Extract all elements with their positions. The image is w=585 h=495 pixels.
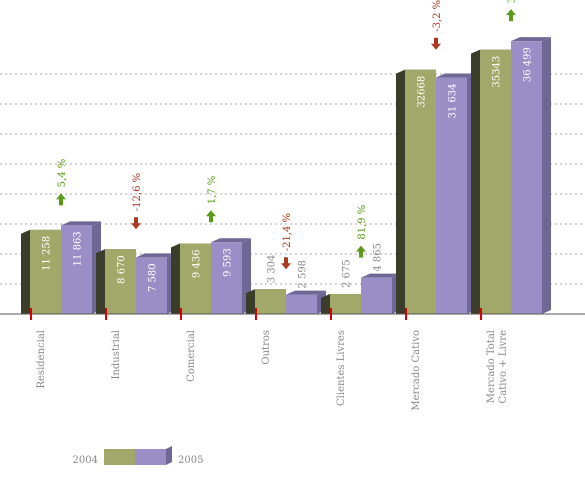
- bar-side: [471, 49, 480, 315]
- data-label: 2 598: [298, 260, 309, 289]
- change-label: 1,7 %: [207, 176, 218, 205]
- data-label: 9 436: [192, 249, 203, 278]
- legend-swatch-2004: [104, 449, 135, 465]
- data-label: 35343: [492, 56, 503, 88]
- category-label: Clientes Livres: [336, 330, 347, 406]
- value-labels: 11 258 11 863 8 670 7 580 9 436 9 593 3 304 2 5…: [42, 47, 534, 292]
- bar-2005: [211, 242, 242, 314]
- category-label: Mercado Cativo: [411, 330, 422, 411]
- bar-2005: [436, 77, 467, 314]
- data-label: 3 304: [267, 255, 278, 284]
- change-label: -3,2 %: [432, 0, 443, 32]
- bar-top: [61, 221, 101, 226]
- up-arrow-icon: [206, 210, 216, 223]
- up-arrow-icon: [56, 193, 66, 206]
- bar-top: [136, 253, 176, 258]
- down-arrow-icon: [131, 217, 141, 230]
- bar-2005: [286, 294, 317, 314]
- bar-2004: [105, 249, 136, 314]
- data-label: 11 863: [73, 231, 84, 266]
- bar-2005: [136, 257, 167, 314]
- data-label: 11 258: [42, 236, 53, 271]
- x-ticks: [30, 308, 482, 320]
- category-label: Residencial: [36, 330, 47, 389]
- bar-2004: [30, 229, 61, 314]
- bars: [21, 37, 551, 315]
- change-label: -12,6 %: [132, 173, 143, 211]
- bar-2004: [180, 243, 211, 314]
- bar-2005: [361, 277, 392, 314]
- bar-2005: [61, 225, 92, 314]
- data-label: 31 634: [448, 84, 459, 119]
- bar-side: [96, 249, 105, 314]
- change-indicators: 5,4 % -12,6 % 1,7 % -21,4 % 81,9 % -3,2 % 3,3 …: [56, 0, 518, 270]
- data-label: 8 670: [117, 255, 128, 284]
- data-label: 36 499: [523, 47, 534, 82]
- category-label: Comercial: [186, 330, 197, 382]
- change-label: 5,4 %: [57, 159, 68, 188]
- bar-side: [321, 294, 330, 314]
- data-label: 9 593: [223, 248, 234, 277]
- bar-side: [396, 69, 405, 314]
- change-label: 81,9 %: [357, 205, 368, 240]
- bar-top: [211, 238, 251, 243]
- bar-top: [436, 73, 476, 78]
- change-label: -21,4 %: [282, 213, 293, 251]
- bar-top: [511, 37, 551, 42]
- bar-2004: [405, 69, 436, 314]
- category-label: Mercado Total: [486, 330, 497, 403]
- bar-side: [171, 243, 180, 314]
- category-label: Industrial: [111, 330, 122, 380]
- legend-swatch-2005: [135, 449, 166, 465]
- legend-swatch-side: [166, 446, 172, 465]
- bar-top: [286, 290, 326, 295]
- category-labels: Residencial Industrial Comercial Outros Clie…: [36, 330, 509, 411]
- data-label: 32668: [417, 76, 428, 108]
- data-label: 2 675: [342, 259, 353, 288]
- bar-top: [361, 273, 401, 278]
- bar-2004: [330, 294, 361, 314]
- category-label: Outros: [261, 330, 272, 365]
- data-label: 7 580: [148, 263, 159, 292]
- down-arrow-icon: [431, 37, 441, 50]
- up-arrow-icon: [506, 9, 516, 22]
- bar-2004: [255, 289, 286, 314]
- category-label: Cativo + Livre: [498, 330, 509, 404]
- legend-label-2004: 2004: [73, 455, 98, 466]
- bar-side: [542, 37, 551, 314]
- bar-2005: [511, 41, 542, 314]
- change-label: 3,3 %: [507, 0, 518, 3]
- down-arrow-icon: [281, 257, 291, 270]
- bar-side: [246, 289, 255, 314]
- data-label: 4 865: [373, 243, 384, 272]
- up-arrow-icon: [356, 245, 366, 258]
- legend: 2004 2005: [73, 446, 203, 466]
- legend-label-2005: 2005: [178, 455, 203, 466]
- bar-side: [21, 229, 30, 314]
- bar-2004: [480, 49, 511, 315]
